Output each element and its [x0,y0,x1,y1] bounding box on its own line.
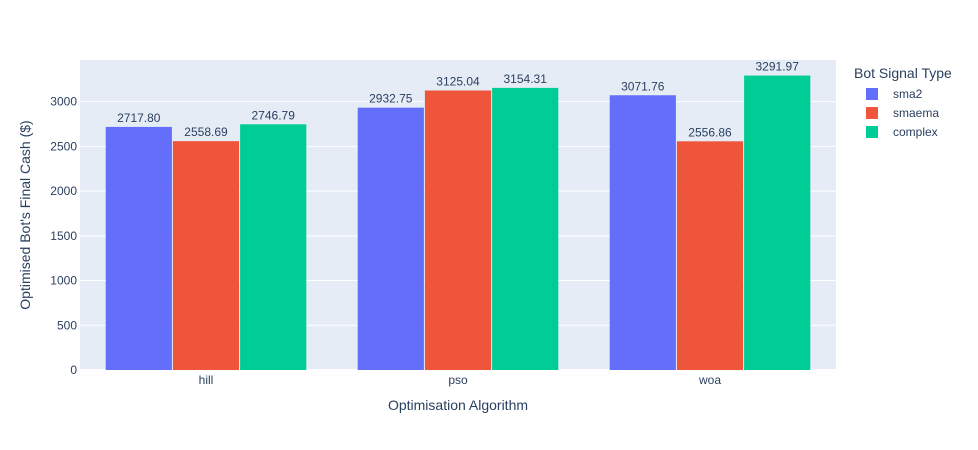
legend-swatch-sma2[interactable] [866,88,878,100]
legend-swatch-smaema[interactable] [866,107,878,119]
legend-label-smaema[interactable]: smaema [893,106,939,120]
data-label: 2932.75 [369,92,413,106]
y-tick-label: 1000 [50,274,77,288]
x-axis-ticks: hill pso woa [199,373,722,387]
bar-sma2-woa[interactable] [609,95,676,371]
legend-title: Bot Signal Type [854,65,952,81]
y-tick-label: 500 [57,318,77,332]
y-axis-title: Optimised Bot's Final Cash ($) [17,120,33,309]
y-tick-label: 0 [70,363,77,377]
data-label: 3071.76 [621,79,665,93]
bars [105,75,811,371]
x-tick-label: woa [698,373,721,387]
data-label: 2558.69 [184,125,228,139]
x-tick-label: pso [448,373,468,387]
bar-smaema-woa[interactable] [676,141,744,370]
y-tick-label: 2000 [50,184,77,198]
data-labels: 2717.80 2558.69 2746.79 2932.75 3125.04 3154.… [117,60,799,140]
legend-label-sma2[interactable]: sma2 [893,87,923,101]
bar-complex-pso[interactable] [492,87,559,371]
y-tick-label: 1500 [50,229,77,243]
y-tick-label: 2500 [50,139,77,153]
bar-smaema-pso[interactable] [424,90,492,371]
data-label: 3291.97 [756,60,800,74]
legend-label-complex[interactable]: complex [893,125,938,139]
y-tick-label: 3000 [50,95,77,109]
bar-sma2-pso[interactable] [357,107,424,370]
y-axis-ticks: 0 500 1000 1500 2000 2500 3000 [50,95,77,377]
data-label: 2717.80 [117,111,161,125]
bar-complex-hill[interactable] [240,124,307,370]
bar-smaema-hill[interactable] [172,141,240,370]
x-tick-label: hill [199,373,214,387]
x-axis-title: Optimisation Algorithm [388,397,528,413]
data-label: 2556.86 [688,125,732,139]
data-label: 3125.04 [436,74,480,88]
bar-sma2-hill[interactable] [105,126,172,370]
data-label: 2746.79 [252,108,296,122]
data-label: 3154.31 [504,72,548,86]
bar-complex-woa[interactable] [744,75,811,370]
legend: Bot Signal Type sma2 smaema complex [854,65,952,139]
legend-swatch-complex[interactable] [866,126,878,138]
